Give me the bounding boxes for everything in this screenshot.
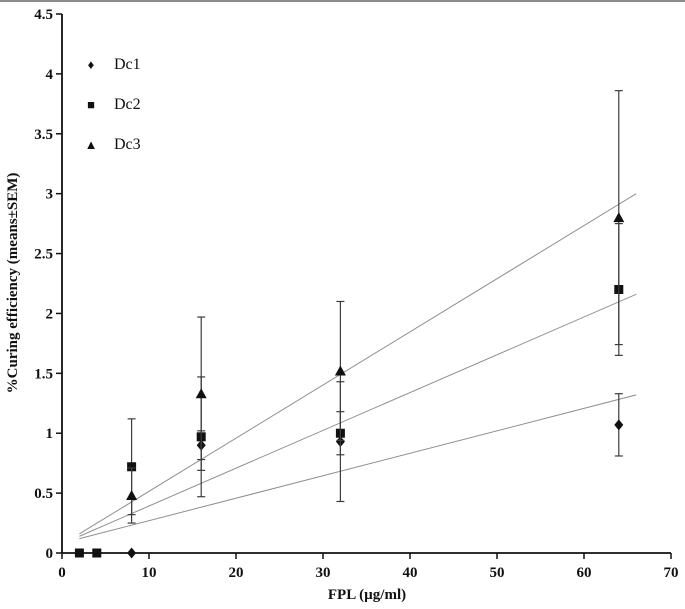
y-tick-label: 3 xyxy=(46,187,54,203)
diamond-marker xyxy=(127,547,137,559)
legend-item-dc1: ♦ Dc1 xyxy=(84,54,141,76)
square-marker xyxy=(74,548,84,558)
x-tick-label: 60 xyxy=(577,565,592,581)
diamond-marker xyxy=(614,419,624,431)
x-tick-label: 0 xyxy=(58,565,66,581)
y-tick-label: 2 xyxy=(46,306,54,322)
diamond-icon: ♦ xyxy=(87,57,95,72)
legend-item-dc3: ▲ Dc3 xyxy=(84,134,141,156)
triangle-marker xyxy=(126,490,138,501)
y-tick-label: 2.5 xyxy=(34,247,53,263)
x-tick-label: 30 xyxy=(316,565,331,581)
y-tick-label: 0 xyxy=(46,546,54,562)
x-tick-label: 40 xyxy=(403,565,418,581)
y-tick-label: 1.5 xyxy=(34,366,53,382)
triangle-marker xyxy=(613,212,625,223)
triangle-marker xyxy=(195,388,207,399)
legend-label: Dc2 xyxy=(114,96,141,113)
legend: ♦ Dc1 ■ Dc2 ▲ Dc3 xyxy=(84,54,141,156)
plot-area: 0 10 20 30 40 50 60 70 0 0.5 1 1.5 2 2.5 3 3.5 4 4.5 xyxy=(34,7,678,581)
y-tick-label: 1 xyxy=(46,426,54,442)
trendline-dc1 xyxy=(79,394,637,540)
y-tick-label: 4 xyxy=(46,67,54,83)
y-axis-label: %Curing efficiency (means±SEM) xyxy=(5,173,21,394)
x-tick-label: 70 xyxy=(664,565,679,581)
x-tick-label: 20 xyxy=(229,565,244,581)
x-axis-label: FPL (µg/ml) xyxy=(328,587,406,603)
square-marker xyxy=(127,462,137,472)
trendline-dc3 xyxy=(79,193,637,535)
y-tick-label: 3.5 xyxy=(34,127,53,143)
y-tick-label: 4.5 xyxy=(34,7,53,23)
x-tick-label: 50 xyxy=(490,565,505,581)
square-icon: ■ xyxy=(87,97,95,112)
y-tick-label: 0.5 xyxy=(34,486,53,502)
legend-label: Dc1 xyxy=(114,56,141,73)
legend-label: Dc3 xyxy=(114,136,141,153)
triangle-icon: ▲ xyxy=(84,137,98,152)
legend-item-dc2: ■ Dc2 xyxy=(84,94,141,116)
triangle-marker xyxy=(334,365,346,376)
square-marker xyxy=(92,548,102,558)
x-tick-label: 10 xyxy=(142,565,157,581)
trendline-dc2 xyxy=(79,293,637,537)
